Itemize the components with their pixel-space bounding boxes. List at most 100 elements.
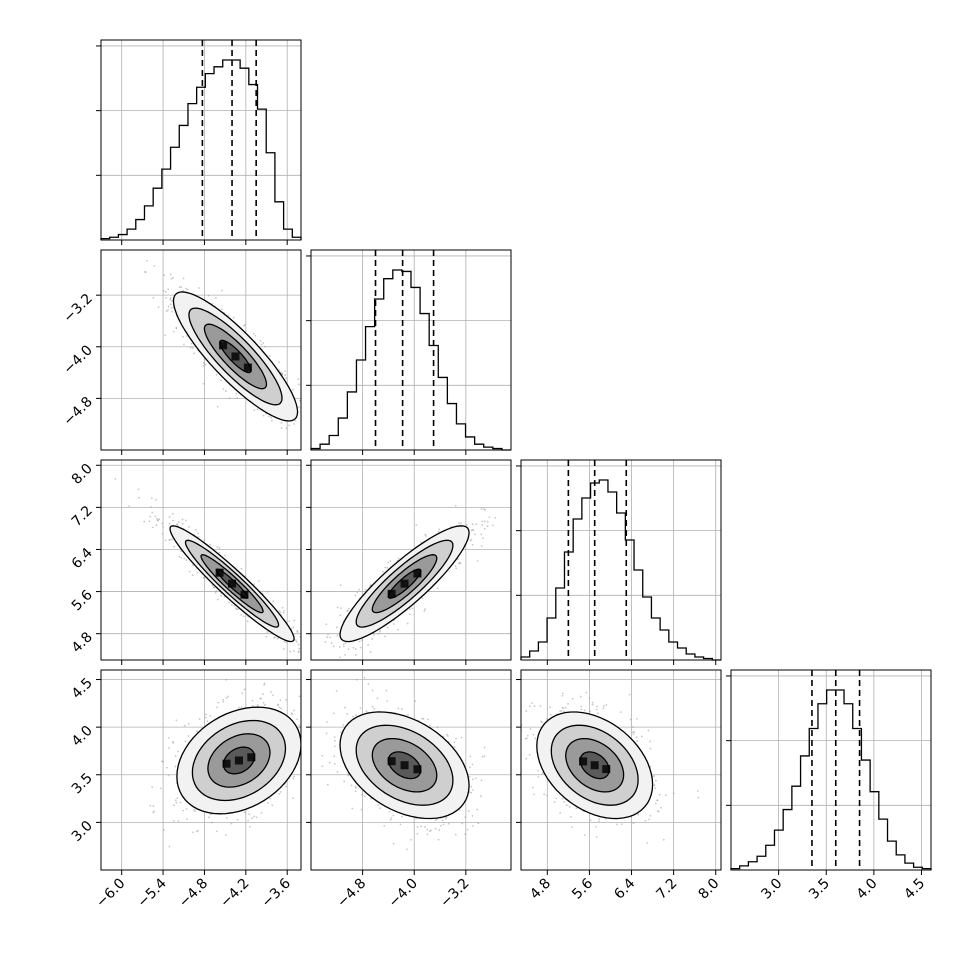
sample-point — [182, 289, 185, 292]
sample-point — [189, 346, 192, 349]
sample-point — [151, 511, 154, 514]
sample-point — [155, 498, 157, 501]
sample-point — [382, 570, 384, 573]
sample-point — [254, 334, 257, 337]
sample-point — [653, 784, 656, 787]
frame-5 — [520, 669, 722, 871]
sample-point — [181, 518, 184, 521]
sample-point — [214, 591, 217, 594]
sample-point — [193, 808, 196, 811]
sample-point — [183, 343, 185, 346]
sample-point — [298, 724, 301, 727]
sample-point — [654, 787, 657, 790]
sample-point — [597, 820, 600, 823]
density-peak — [243, 363, 252, 372]
sample-point — [561, 694, 564, 697]
sample-point — [174, 799, 177, 802]
sample-point — [457, 558, 459, 561]
sample-point — [183, 557, 186, 560]
sample-point — [649, 765, 652, 768]
sample-point — [167, 309, 169, 311]
sample-point — [553, 801, 556, 803]
panel-frame — [520, 669, 722, 871]
sample-point — [442, 735, 445, 738]
sample-point — [312, 777, 314, 779]
sample-point — [164, 334, 167, 337]
scatter-panel-p0-p2 — [101, 460, 314, 666]
histogram-line — [520, 479, 721, 661]
sample-point — [598, 818, 601, 820]
sample-point — [525, 710, 528, 712]
sample-point — [204, 716, 207, 719]
sample-point — [194, 810, 197, 813]
sample-point — [486, 525, 489, 528]
sample-point — [416, 826, 419, 828]
sample-point — [442, 823, 445, 826]
sample-point — [216, 546, 219, 548]
sample-point — [292, 797, 294, 800]
sample-point — [575, 807, 578, 810]
sample-point — [328, 636, 331, 639]
sample-point — [455, 567, 458, 570]
sample-point — [312, 664, 314, 666]
histogram-line — [310, 269, 511, 451]
density-peak — [413, 765, 422, 774]
sample-point — [301, 647, 303, 649]
sample-point — [540, 720, 543, 723]
sample-point — [211, 584, 214, 587]
sample-point — [223, 596, 226, 598]
sample-point — [526, 734, 529, 737]
y-tick-label: 5.6 — [69, 587, 96, 614]
x-tick-label: 6.4 — [611, 875, 638, 902]
x-tick-label: −3.6 — [259, 875, 294, 910]
sample-point — [146, 259, 148, 262]
sample-point — [172, 820, 175, 822]
sample-point — [190, 342, 193, 345]
sample-point — [468, 775, 471, 778]
sample-point — [321, 754, 323, 757]
sample-point — [167, 747, 170, 750]
hist-panel-p1 — [306, 249, 512, 451]
sample-point — [531, 702, 533, 705]
sample-point — [648, 818, 650, 821]
sample-point — [336, 770, 339, 773]
sample-point — [555, 797, 558, 800]
sample-point — [228, 397, 231, 400]
sample-point — [384, 566, 386, 569]
sample-point — [644, 819, 647, 822]
sample-point — [481, 537, 484, 540]
sample-point — [337, 778, 339, 780]
sample-point — [410, 838, 412, 841]
sample-point — [653, 775, 656, 777]
sample-point — [225, 816, 228, 819]
sample-point — [591, 703, 594, 706]
sample-point — [271, 694, 274, 697]
sample-point — [177, 820, 180, 822]
sample-point — [436, 587, 439, 589]
sample-point — [328, 761, 331, 764]
sample-point — [347, 773, 349, 775]
sample-point — [632, 733, 635, 736]
sample-point — [197, 536, 200, 538]
sample-point — [635, 736, 638, 739]
sample-point — [570, 826, 573, 828]
sample-point — [528, 705, 531, 708]
sample-point — [308, 766, 310, 768]
frame-4 — [310, 669, 512, 871]
sample-point — [477, 822, 480, 825]
contour-line — [191, 719, 287, 802]
sample-point — [211, 821, 213, 824]
contour-line — [339, 711, 470, 820]
sample-point — [472, 529, 475, 532]
sample-point — [371, 689, 374, 692]
contour-line — [355, 724, 454, 806]
sample-point — [326, 721, 328, 723]
contour-line — [371, 554, 438, 614]
sample-point — [588, 697, 591, 699]
sample-point — [271, 804, 274, 807]
sample-point — [560, 709, 563, 712]
sample-point — [446, 733, 448, 736]
sample-point — [191, 831, 194, 834]
sample-point — [292, 388, 294, 391]
sample-point — [471, 763, 474, 766]
